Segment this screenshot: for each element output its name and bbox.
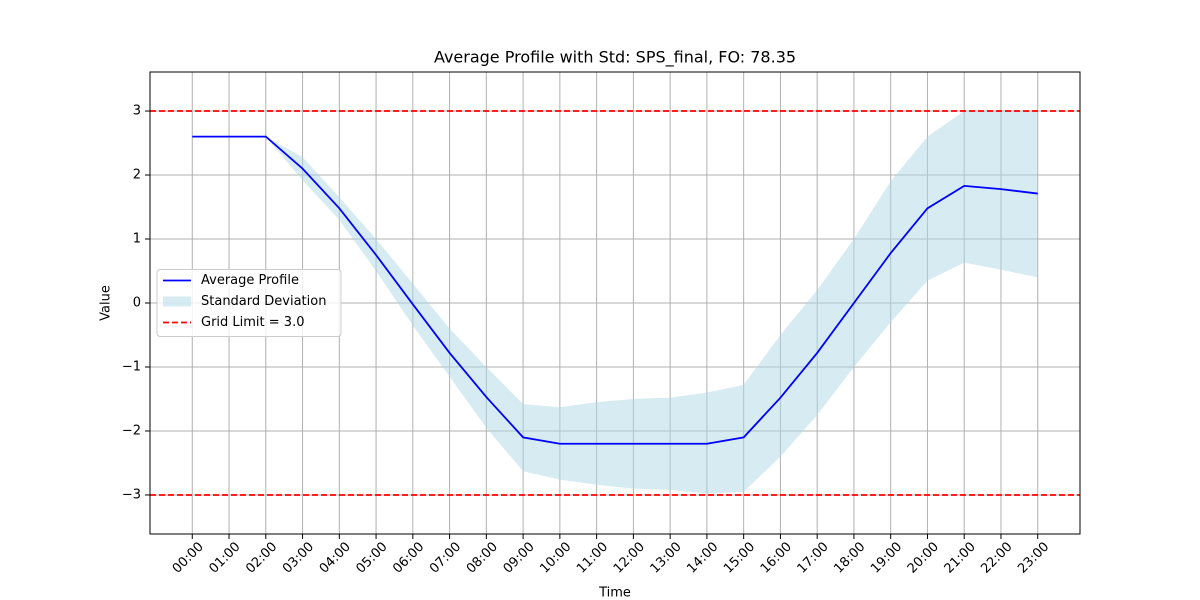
x-tick-label: 11:00	[574, 539, 611, 576]
chart-title: Average Profile with Std: SPS_final, FO:…	[434, 48, 796, 68]
legend: Average Profile Standard Deviation Grid Li…	[156, 269, 342, 337]
y-tick-label: 0	[133, 296, 141, 311]
y-tick-label: 2	[133, 168, 141, 183]
y-tick-label: 3	[133, 104, 141, 119]
x-axis-label: Time	[598, 586, 631, 600]
x-tick-label: 04:00	[317, 539, 354, 576]
x-tick-label: 20:00	[905, 539, 942, 576]
x-tick-label: 18:00	[831, 539, 868, 576]
x-tick-label: 12:00	[611, 539, 648, 576]
legend-box	[156, 269, 342, 337]
x-tick-label: 05:00	[354, 539, 391, 576]
x-tick-label: 01:00	[206, 539, 243, 576]
x-tick-label: 19:00	[868, 539, 905, 576]
y-tick-label: 1	[133, 232, 141, 247]
x-tick-label: 21:00	[942, 539, 979, 576]
x-tick-label: 03:00	[280, 539, 317, 576]
x-tick-label: 17:00	[795, 539, 832, 576]
x-tick-label: 07:00	[427, 539, 464, 576]
x-tick-label: 08:00	[464, 539, 501, 576]
x-tick-label: 09:00	[501, 539, 538, 576]
y-tick-label: −1	[122, 359, 141, 374]
x-tick-label: 14:00	[684, 539, 721, 576]
legend-label: Grid Limit = 3.0	[201, 315, 304, 330]
x-tick-label: 22:00	[978, 539, 1015, 576]
std-band	[192, 111, 1038, 494]
legend-label: Standard Deviation	[201, 294, 326, 309]
x-tick-label: 00:00	[170, 539, 207, 576]
x-tick-label: 23:00	[1015, 539, 1052, 576]
legend-label: Average Profile	[201, 273, 299, 288]
legend-swatch	[163, 296, 191, 307]
line	[192, 135, 1038, 445]
x-tick-label: 16:00	[758, 539, 795, 576]
y-axis-label: Value	[99, 285, 114, 321]
x-tick-label: 10:00	[537, 539, 574, 576]
x-tick-label: 15:00	[721, 539, 758, 576]
y-tick-label: −2	[122, 423, 141, 438]
x-tick-label: 06:00	[390, 539, 427, 576]
x-tick-label: 02:00	[243, 539, 280, 576]
x-tick-label: 13:00	[648, 539, 685, 576]
y-tick-label: −3	[122, 487, 141, 502]
plot-frame	[149, 71, 1081, 535]
